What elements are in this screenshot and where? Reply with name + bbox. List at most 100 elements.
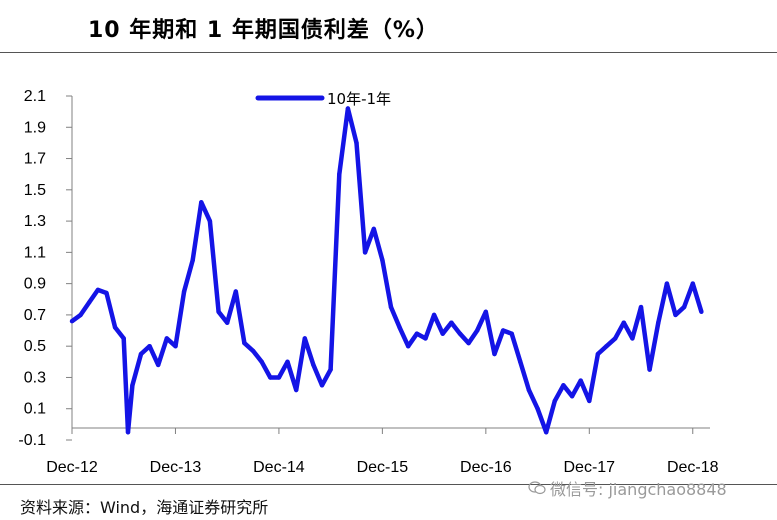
y-tick-label: 0.3 (24, 369, 46, 386)
y-tick-label: 0.7 (24, 307, 46, 324)
data-point (423, 336, 428, 341)
data-point (285, 359, 290, 364)
data-point (95, 287, 101, 293)
chart-axes (71, 96, 710, 429)
line-chart: -0.1 0.1 0.3 0.5 0.7 0.9 1.1 1.3 1.5 1.7 1.9 2.1 Dec… (18, 88, 718, 476)
chart-legend: 10年-1年 (255, 90, 391, 108)
data-point (181, 289, 187, 294)
x-tick-label: Dec-18 (667, 459, 719, 476)
data-point (242, 340, 247, 346)
data-point (535, 406, 540, 411)
y-tick-label: 1.9 (24, 119, 46, 136)
x-tick-label: Dec-13 (150, 459, 202, 476)
data-point (457, 331, 463, 336)
data-point (690, 281, 695, 286)
y-tick-label: 0.9 (24, 276, 46, 293)
data-point (147, 344, 152, 349)
data-point (518, 359, 523, 364)
data-point (509, 331, 514, 336)
data-point (207, 218, 213, 224)
data-point (328, 367, 333, 372)
data-point (681, 304, 687, 310)
data-point (125, 430, 131, 435)
data-point (311, 362, 316, 368)
data-point (604, 344, 609, 349)
data-point (190, 258, 195, 263)
data-point (362, 250, 368, 255)
data-point (216, 309, 221, 314)
wechat-icon (528, 481, 546, 495)
x-tick-label: Dec-17 (564, 459, 616, 476)
data-point (345, 106, 351, 111)
y-tick-label: 1.1 (24, 244, 46, 261)
data-point (578, 378, 583, 383)
data-point (613, 336, 618, 341)
data-point (104, 290, 109, 296)
data-point (276, 375, 282, 380)
data-point (466, 340, 471, 346)
data-point (449, 320, 454, 325)
data-point (483, 309, 488, 314)
data-point (664, 281, 670, 286)
data-point (492, 351, 497, 357)
data-point (406, 344, 411, 349)
data-point (475, 328, 480, 333)
data-point (87, 300, 92, 305)
data-point (199, 200, 204, 205)
data-point (173, 344, 178, 349)
y-tick-label: 0.1 (24, 401, 46, 418)
data-point (621, 320, 626, 325)
data-point (500, 328, 506, 333)
chart-ticks: -0.1 0.1 0.3 0.5 0.7 0.9 1.1 1.3 1.5 1.7 1.9 2.1 Dec… (18, 88, 718, 476)
data-point (319, 383, 325, 388)
title-divider (0, 52, 777, 53)
data-point (302, 336, 307, 341)
data-point (431, 312, 437, 318)
data-point (164, 336, 169, 341)
data-point (354, 140, 359, 146)
y-tick-label: -0.1 (18, 432, 46, 449)
data-point (526, 387, 532, 393)
chart-series (69, 106, 704, 435)
data-point (259, 359, 264, 364)
data-point (673, 312, 678, 318)
data-point (388, 304, 394, 310)
data-point (647, 367, 652, 372)
data-point (78, 312, 83, 318)
x-tick-label: Dec-14 (253, 459, 305, 476)
data-point (552, 398, 557, 404)
data-point (69, 319, 75, 324)
x-tick-label: Dec-12 (46, 459, 98, 476)
data-point (250, 348, 256, 354)
chart-title: 10 年期和 1 年期国债利差（%） (88, 18, 439, 43)
data-point (587, 398, 592, 404)
data-point (138, 351, 144, 357)
y-tick-label: 1.5 (24, 182, 46, 199)
data-point (371, 226, 376, 232)
data-point (337, 172, 342, 177)
data-point (268, 375, 273, 380)
data-point (595, 351, 601, 357)
data-point (638, 304, 644, 310)
data-point (630, 336, 635, 341)
data-point (112, 325, 118, 330)
y-tick-label: 1.3 (24, 213, 46, 230)
y-tick-label: 0.5 (24, 338, 46, 355)
y-tick-label: 1.7 (24, 151, 46, 168)
x-tick-label: Dec-15 (357, 459, 409, 476)
data-point (440, 331, 445, 336)
series-line (70, 106, 704, 435)
source-divider (0, 484, 777, 485)
legend-label: 10年-1年 (327, 90, 391, 108)
data-point (656, 320, 661, 325)
data-point (414, 331, 420, 336)
data-point (397, 325, 402, 330)
data-point (121, 336, 126, 341)
watermark: 微信号: jiangchao8848 (528, 476, 727, 500)
data-point (233, 289, 238, 294)
y-tick-label: 2.1 (24, 88, 46, 105)
data-point (561, 383, 566, 388)
data-point (294, 387, 299, 393)
data-point (156, 362, 161, 368)
x-tick-label: Dec-16 (460, 459, 512, 476)
